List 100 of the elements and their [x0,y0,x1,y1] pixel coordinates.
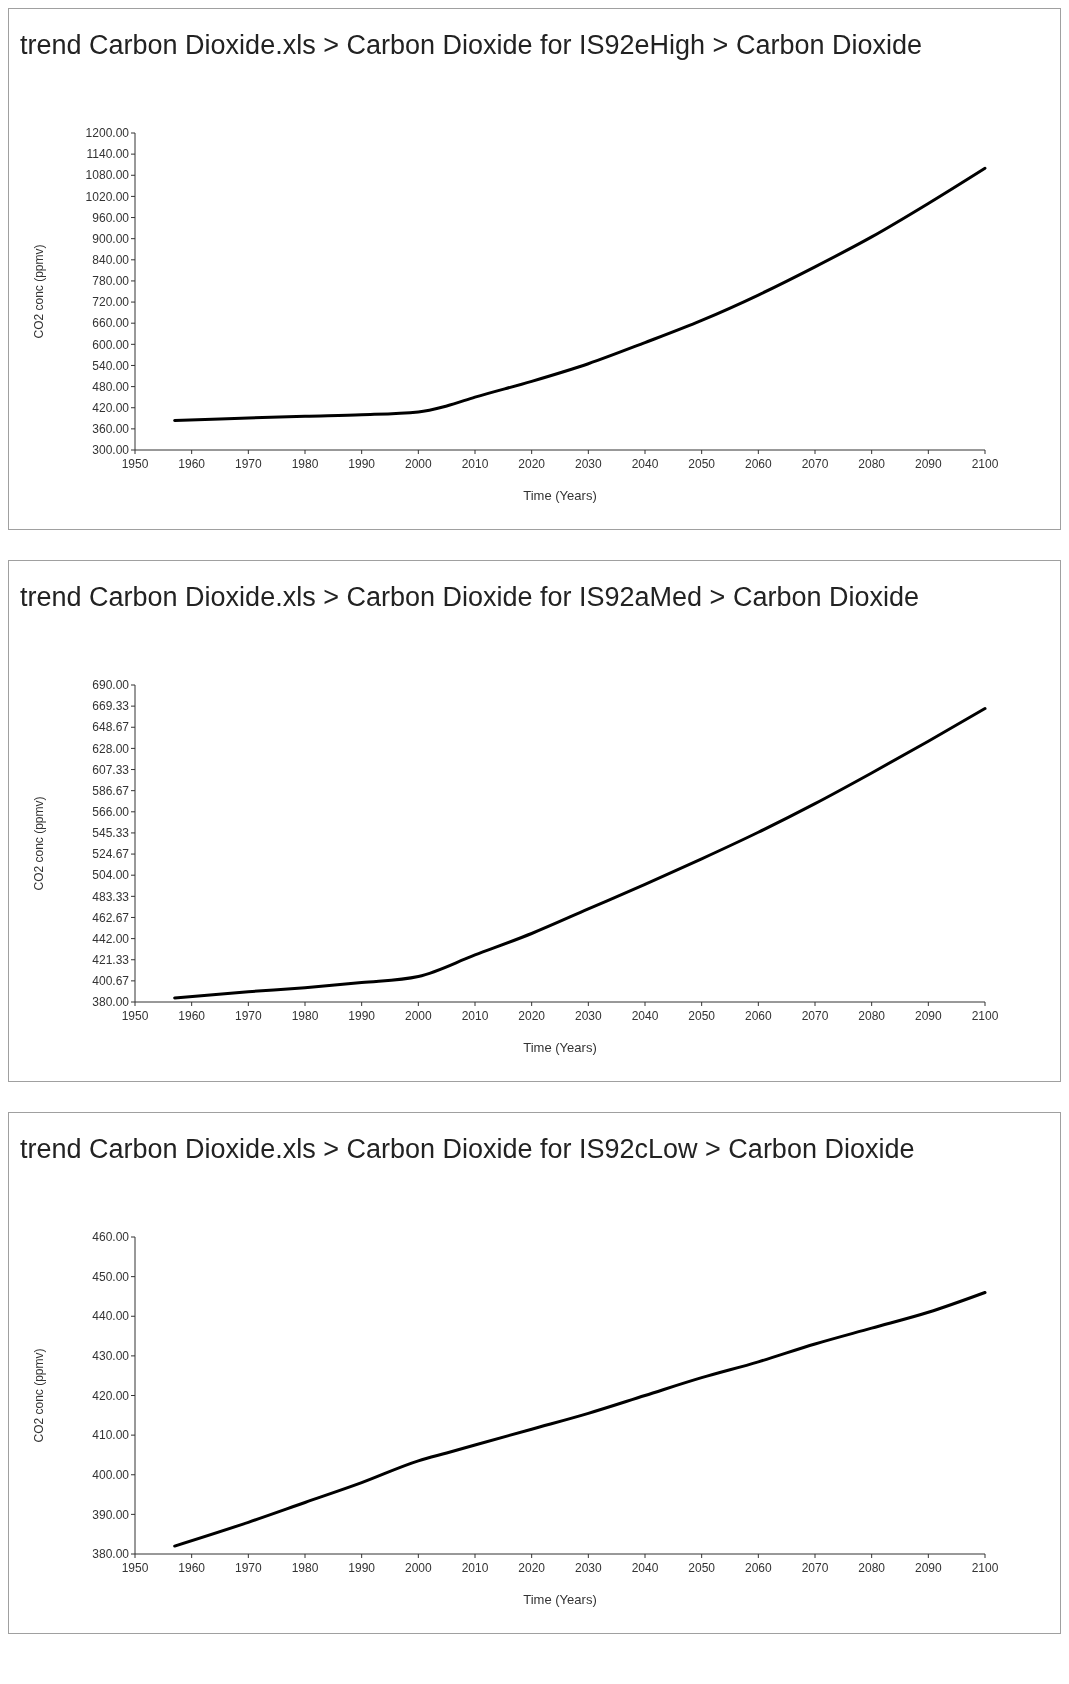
x-tick-label: 2100 [971,1561,999,1575]
x-tick-label: 2030 [574,1561,602,1575]
y-tick-label: 421.33 [92,952,130,967]
x-tick-label: 2100 [971,457,999,471]
x-tick-label: 2090 [914,1009,942,1023]
x-tick-label: 2000 [404,457,432,471]
y-axis-title: CO2 conc (ppmv) [32,1348,46,1443]
y-tick-label: 1020.00 [85,189,130,204]
y-tick-label: 440.00 [92,1309,130,1324]
y-tick-label: 300.00 [92,443,130,458]
x-tick-label: 2060 [744,1561,772,1575]
y-tick-label: 410.00 [92,1428,130,1443]
y-tick-label: 780.00 [92,274,130,289]
x-tick-label: 2090 [914,457,942,471]
x-tick-label: 2070 [801,1561,829,1575]
x-tick-label: 2060 [744,1009,772,1023]
y-tick-label: 669.33 [92,699,130,714]
y-tick-label: 380.00 [92,995,130,1010]
y-tick-label: 400.67 [92,974,130,989]
y-tick-label: 450.00 [92,1269,130,1284]
x-tick-label: 2020 [518,457,546,471]
x-tick-label: 2020 [518,1009,546,1023]
x-tick-label: 1980 [291,457,319,471]
y-tick-label: 1200.00 [85,126,130,141]
y-tick-label: 600.00 [92,337,130,352]
y-tick-label: 442.00 [92,931,130,946]
x-tick-label: 1970 [234,457,262,471]
x-tick-label: 1980 [291,1561,319,1575]
x-tick-label: 2070 [801,457,829,471]
y-tick-label: 524.67 [92,847,130,862]
y-tick-label: 420.00 [92,400,130,415]
x-tick-label: 1950 [121,457,149,471]
x-tick-label: 2050 [688,1561,716,1575]
x-tick-label: 2030 [574,457,602,471]
x-tick-label: 2050 [688,1009,716,1023]
chart-title: trend Carbon Dioxide.xls > Carbon Dioxide for IS92eHigh > Carbon Dioxide [20,30,922,60]
x-tick-label: 2070 [801,1009,829,1023]
y-tick-label: 648.67 [92,720,130,735]
x-tick-label: 1990 [348,457,376,471]
x-tick-label: 1960 [178,457,206,471]
y-tick-label: 720.00 [92,295,130,310]
chart-title: trend Carbon Dioxide.xls > Carbon Dioxide for IS92aMed > Carbon Dioxide [20,582,919,612]
y-tick-label: 840.00 [92,253,130,267]
x-tick-label: 2040 [631,1009,659,1023]
x-tick-label: 2080 [858,1009,886,1023]
x-tick-label: 1980 [291,1009,319,1023]
line-series [173,166,987,422]
y-tick-label: 480.00 [92,379,130,394]
x-tick-label: 2060 [744,457,772,471]
x-tick-label: 1990 [348,1009,376,1023]
x-tick-label: 2010 [461,1009,489,1023]
y-tick-label: 390.00 [92,1507,130,1522]
x-axis-title: Time (Years) [523,1040,597,1055]
x-axis-title: Time (Years) [523,488,597,503]
y-tick-label: 420.00 [92,1388,130,1403]
y-tick-label: 660.00 [92,316,130,331]
x-tick-label: 2080 [858,1561,886,1575]
x-tick-label: 1960 [178,1009,206,1023]
x-axis-title: Time (Years) [523,1592,597,1607]
y-tick-label: 607.33 [92,762,130,777]
y-tick-label: 504.00 [92,868,130,883]
x-tick-label: 2080 [858,457,886,471]
y-axis-title: CO2 conc (ppmv) [32,244,46,339]
y-tick-label: 690.00 [92,678,130,693]
y-tick-label: 960.00 [92,210,130,225]
y-tick-label: 430.00 [92,1349,130,1364]
x-tick-label: 2040 [631,457,659,471]
x-tick-label: 1990 [348,1561,376,1575]
x-tick-label: 2100 [971,1009,999,1023]
chart-title: trend Carbon Dioxide.xls > Carbon Dioxide for IS92cLow > Carbon Dioxide [20,1134,915,1164]
line-series [173,707,987,1000]
y-tick-label: 460.00 [92,1230,130,1245]
y-tick-label: 586.67 [92,783,130,798]
y-tick-label: 483.33 [92,889,130,904]
x-tick-label: 2040 [631,1561,659,1575]
x-tick-label: 1970 [234,1561,262,1575]
x-tick-label: 2020 [518,1561,546,1575]
y-tick-label: 462.67 [92,910,130,925]
y-tick-label: 380.00 [92,1547,130,1562]
x-tick-label: 1960 [178,1561,206,1575]
y-tick-label: 900.00 [92,231,130,246]
x-tick-label: 2000 [404,1009,432,1023]
x-tick-label: 1970 [234,1009,262,1023]
x-tick-label: 2010 [461,457,489,471]
y-tick-label: 400.00 [92,1467,130,1482]
y-tick-label: 628.00 [92,741,130,756]
y-tick-label: 1080.00 [85,168,130,183]
x-tick-label: 2030 [574,1009,602,1023]
y-tick-label: 360.00 [92,422,130,437]
x-tick-label: 2000 [404,1561,432,1575]
x-tick-label: 2010 [461,1561,489,1575]
x-tick-label: 1950 [121,1009,149,1023]
y-tick-label: 545.33 [92,826,130,841]
x-tick-label: 1950 [121,1561,149,1575]
y-tick-label: 566.00 [92,805,130,819]
y-tick-label: 1140.00 [86,147,130,162]
y-tick-label: 540.00 [92,358,130,373]
y-axis-title: CO2 conc (ppmv) [32,796,46,891]
x-tick-label: 2090 [914,1561,942,1575]
line-series [173,1290,987,1548]
